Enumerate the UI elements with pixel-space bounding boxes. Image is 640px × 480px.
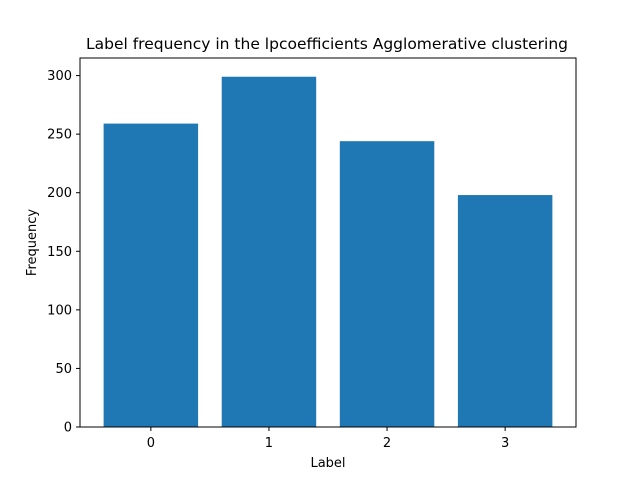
- y-tick-label: 250: [47, 128, 72, 143]
- bar-label-2: [339, 141, 435, 427]
- y-axis-label: Frequency: [25, 209, 40, 276]
- y-tick-label: 200: [47, 186, 72, 201]
- y-tick-label: 150: [47, 245, 72, 260]
- y-tick-label: 0: [64, 421, 72, 436]
- chart-title: Label frequency in the lpcoefficients Ag…: [86, 35, 568, 53]
- y-tick-label: 50: [55, 362, 72, 377]
- y-axis: 0 50 100 150 200 250 300: [47, 69, 80, 436]
- y-tick-label: 100: [47, 303, 72, 318]
- x-tick-label: 2: [383, 436, 391, 451]
- plot-frame: [79, 57, 577, 428]
- x-tick-label: 1: [265, 436, 273, 451]
- x-axis-label: Label: [310, 456, 345, 471]
- y-tick-label: 300: [47, 69, 72, 84]
- x-tick-label: 0: [147, 436, 155, 451]
- x-axis: 0 1 2 3: [147, 427, 509, 451]
- x-tick-label: 3: [501, 436, 509, 451]
- bars-group: [103, 76, 553, 427]
- bar-label-3: [457, 195, 553, 427]
- bar-label-1: [221, 76, 317, 427]
- bar-label-0: [103, 123, 199, 427]
